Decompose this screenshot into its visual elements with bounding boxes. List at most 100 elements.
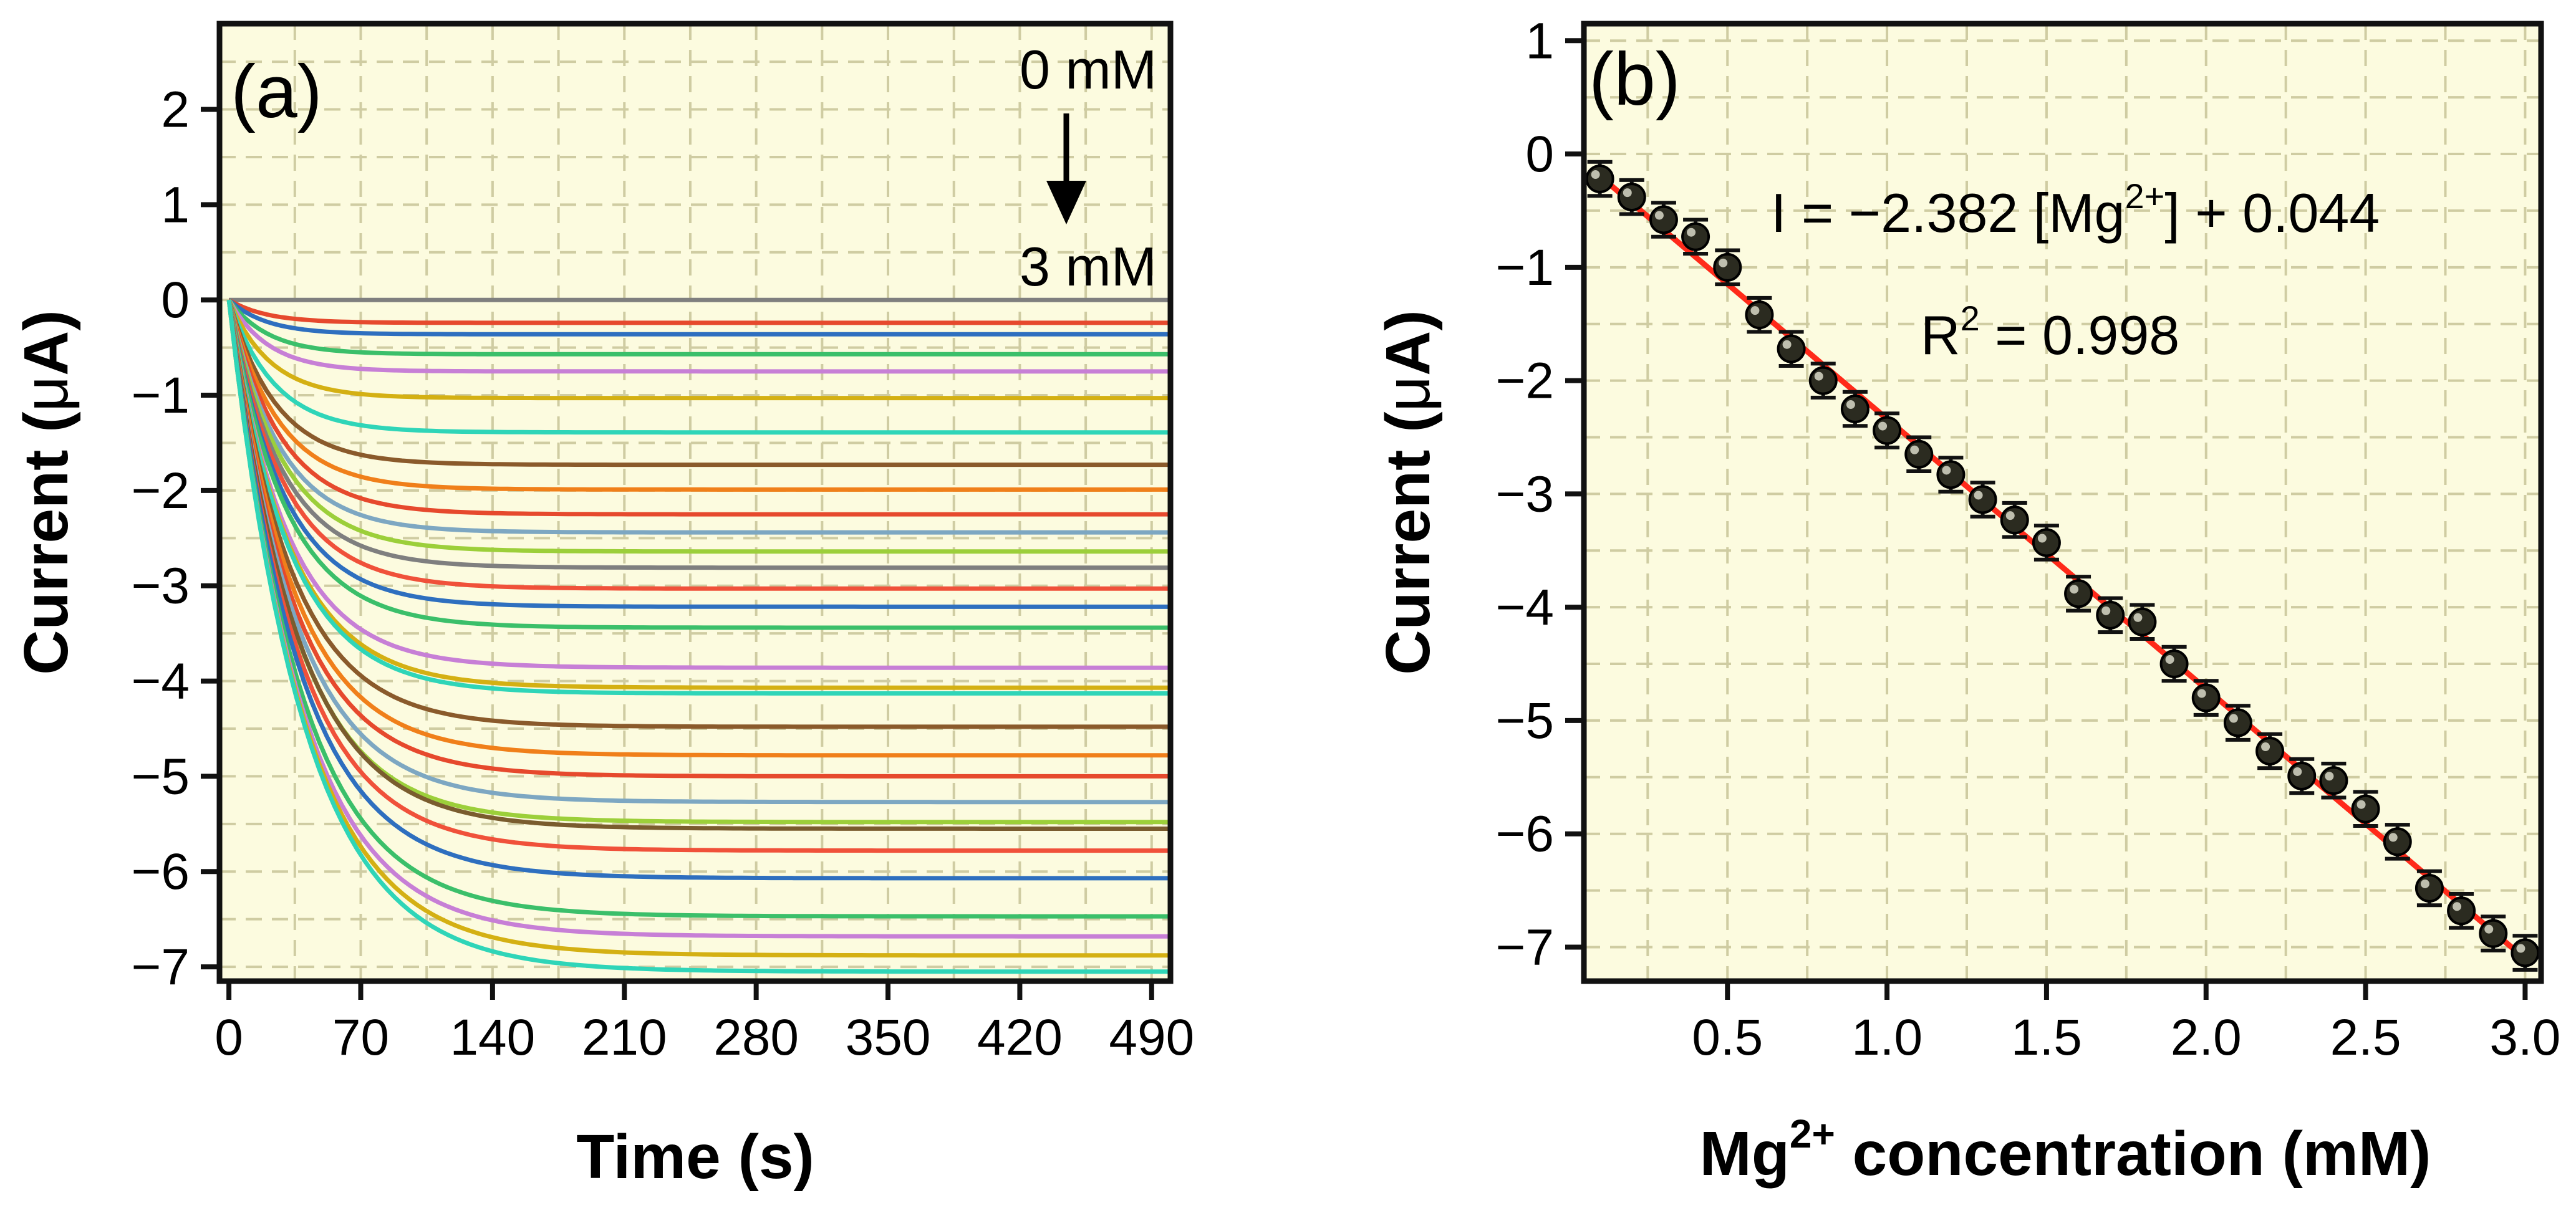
fit-line <box>1591 168 2534 967</box>
data-point-highlight <box>1814 372 1823 381</box>
annotation-top: 0 mM <box>1020 39 1157 100</box>
data-point-highlight <box>2388 833 2398 842</box>
x-tick-label: 490 <box>1109 1009 1194 1066</box>
data-point <box>1649 205 1678 234</box>
data-point <box>2383 827 2412 856</box>
x-tick-label: 1.5 <box>2011 1009 2082 1066</box>
y-tick-label: −4 <box>1496 579 1555 636</box>
series-line-7 <box>226 299 1170 467</box>
data-point-highlight <box>1623 188 1632 198</box>
x-tick-label: 280 <box>713 1009 799 1066</box>
data-point-highlight <box>1591 170 1600 180</box>
data-point-highlight <box>1782 340 1792 349</box>
data-point-highlight <box>1719 258 1728 267</box>
data-point <box>1840 395 1869 424</box>
y-tick-label: −7 <box>132 939 190 995</box>
x-axis-title-b-main: Mg <box>1700 1119 1790 1189</box>
data-point <box>2096 600 2125 630</box>
fit-equation-sup: 2+ <box>2125 176 2165 216</box>
plot-a-x-ticks: 0 70 140 210 280 350 420 490 <box>215 981 1194 1066</box>
y-tick-label: −3 <box>1496 466 1555 522</box>
data-point <box>1745 300 1774 330</box>
data-point <box>2414 873 2444 903</box>
series-line-30 <box>226 299 1170 974</box>
data-point <box>2064 579 2093 608</box>
y-axis-title-b-mu: μ <box>1373 376 1443 412</box>
x-tick-label: 2.0 <box>2171 1009 2242 1066</box>
series-line-13 <box>226 299 1170 591</box>
series-line-2 <box>227 298 1170 337</box>
data-point <box>2032 528 2061 557</box>
fit-equation: I = −2.382 [Mg2+] + 0.044 <box>1771 176 2380 244</box>
series-line-17 <box>226 299 1170 690</box>
data-point-highlight <box>2453 902 2462 911</box>
data-point <box>1585 165 1614 194</box>
x-tick-label: 1.0 <box>1851 1009 1922 1066</box>
y-tick-label: −2 <box>132 463 190 519</box>
x-tick-label: 2.5 <box>2330 1009 2401 1066</box>
data-point-highlight <box>2005 511 2015 520</box>
data-point-highlight <box>2484 924 2494 934</box>
data-point-highlight <box>1878 421 1888 431</box>
plot-b-y-ticks: 1 0 −1 −2 −3 −4 −5 −6 −7 <box>1496 12 1584 976</box>
data-point-highlight <box>2101 606 2111 615</box>
plot-a-frame <box>216 21 1174 984</box>
series-line-5 <box>226 299 1170 401</box>
data-point-highlight <box>1910 445 1919 454</box>
data-point <box>2128 607 2157 636</box>
data-point-highlight <box>1687 228 1696 237</box>
y-tick-label: 1 <box>1525 12 1554 69</box>
y-axis-title-a: Current (μA) <box>11 310 81 674</box>
data-point <box>2479 919 2508 948</box>
y-tick-label: −5 <box>132 748 190 805</box>
r-squared-main: R <box>1921 304 1961 366</box>
data-point-highlight <box>1654 211 1664 220</box>
r-squared-sup: 2 <box>1961 299 1980 338</box>
data-point <box>2319 766 2348 795</box>
r-squared-tail: = 0.998 <box>1980 304 2180 366</box>
plot-b-background <box>1584 24 2541 981</box>
x-tick-label: 3.0 <box>2489 1009 2560 1066</box>
panel-b: 0.5 1.0 1.5 2.0 2.5 3.0 10−1−2−3−4−5−6−7 (b) … <box>1373 12 2560 1189</box>
series-line-6 <box>226 299 1170 435</box>
data-point <box>1904 439 1934 469</box>
series-line-12 <box>226 299 1170 570</box>
data-point-highlight <box>2197 689 2206 698</box>
data-point <box>1968 485 1997 514</box>
data-point <box>1617 183 1646 212</box>
x-tick-label: 70 <box>332 1009 389 1066</box>
series-line-15 <box>226 299 1170 630</box>
y-tick-label: 1 <box>161 176 190 233</box>
r-squared: R2 = 0.998 <box>1921 299 2179 366</box>
plot-b-frame <box>1581 21 2544 984</box>
data-point-highlight <box>2070 585 2079 594</box>
series-line-27 <box>226 299 1170 919</box>
series-line-26 <box>226 299 1170 881</box>
data-point <box>2511 938 2540 967</box>
y-tick-label: −2 <box>1496 353 1555 410</box>
series-line-24 <box>226 299 1170 831</box>
data-point <box>1936 460 1966 489</box>
y-tick-label: −4 <box>132 653 190 710</box>
data-point-highlight <box>2357 800 2366 809</box>
data-point-highlight <box>2261 742 2270 751</box>
x-axis-title-b-sup: 2+ <box>1790 1111 1835 1156</box>
plot-b-data-points <box>1585 160 2540 972</box>
data-point-highlight <box>2165 655 2174 664</box>
y-tick-label: −6 <box>132 843 190 900</box>
series-line-11 <box>226 299 1170 554</box>
data-point <box>2223 708 2252 737</box>
data-point-highlight <box>1750 306 1760 315</box>
plot-a-series <box>226 297 1170 974</box>
data-point <box>1713 252 1742 282</box>
data-point <box>1808 366 1838 395</box>
x-tick-label: 0 <box>215 1009 243 1066</box>
annotation-bottom: 3 mM <box>1020 236 1157 297</box>
y-tick-label: −6 <box>1496 806 1555 863</box>
series-line-25 <box>226 299 1170 853</box>
series-line-9 <box>226 299 1170 517</box>
data-point-highlight <box>2420 879 2429 888</box>
data-point-highlight <box>1974 491 1983 500</box>
x-axis-title-a: Time (s) <box>576 1122 814 1192</box>
